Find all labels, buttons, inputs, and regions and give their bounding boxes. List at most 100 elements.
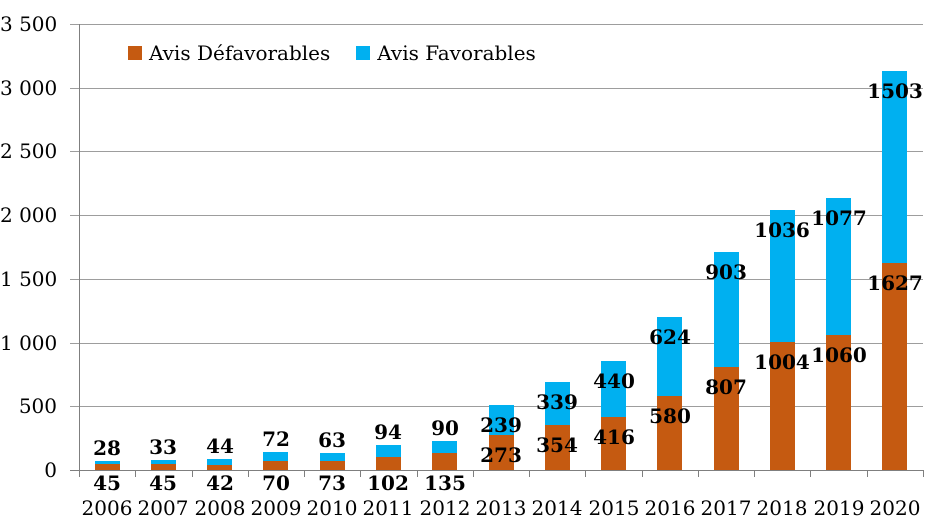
y-axis-tick-label: 2 500	[0, 139, 58, 163]
x-axis-tick	[473, 470, 474, 477]
y-axis-tick-label: 2 000	[0, 203, 58, 227]
bar-segment-favorables-2009[interactable]	[263, 451, 288, 462]
legend-item-avis-defavorables[interactable]: Avis Défavorables	[128, 42, 330, 64]
legend-swatch-defavorables	[128, 46, 142, 60]
gridline	[70, 279, 923, 280]
x-axis-category-label-2010: 2010	[306, 496, 358, 520]
data-label-favorables-2016: 624	[649, 324, 691, 349]
data-label-defavorables-2009: 70	[262, 471, 290, 495]
bar-segment-favorables-2006[interactable]	[95, 460, 120, 465]
bar-segment-defavorables-2017[interactable]	[714, 367, 739, 470]
x-axis-tick	[585, 470, 586, 477]
data-label-favorables-2013: 239	[480, 412, 522, 437]
legend-label-defavorables: Avis Défavorables	[149, 41, 331, 65]
bar-segment-defavorables-2014[interactable]	[545, 424, 570, 470]
x-axis-tick	[754, 470, 755, 477]
gridline	[70, 215, 923, 216]
x-axis-category-label-2014: 2014	[531, 496, 583, 520]
bar-segment-defavorables-2011[interactable]	[376, 457, 401, 470]
data-label-favorables-2007: 33	[149, 435, 177, 460]
gridline	[70, 343, 923, 344]
bar-segment-favorables-2007[interactable]	[151, 460, 176, 465]
bar-segment-defavorables-2007[interactable]	[151, 464, 176, 470]
bar-segment-favorables-2020[interactable]	[882, 71, 907, 263]
x-axis-category-label-2011: 2011	[362, 496, 414, 520]
data-label-favorables-2014: 339	[536, 389, 578, 414]
y-axis-tick-label: 1 500	[0, 267, 58, 291]
x-axis-category-label-2017: 2017	[700, 496, 752, 520]
gridline	[70, 151, 923, 152]
bar-segment-favorables-2018[interactable]	[770, 210, 795, 342]
data-label-defavorables-2012: 135	[424, 471, 466, 495]
bar-segment-defavorables-2013[interactable]	[489, 435, 514, 470]
x-axis-tick	[923, 470, 924, 477]
bar-segment-favorables-2017[interactable]	[714, 252, 739, 368]
data-label-defavorables-2013: 273	[480, 443, 522, 468]
x-axis-category-label-2008: 2008	[194, 496, 246, 520]
data-label-favorables-2011: 94	[374, 420, 402, 444]
x-axis-category-label-2009: 2009	[250, 496, 302, 520]
x-axis-category-label-2013: 2013	[475, 496, 527, 520]
data-label-favorables-2020: 1503	[867, 79, 923, 104]
bar-segment-defavorables-2010[interactable]	[320, 460, 345, 470]
bar-segment-favorables-2010[interactable]	[320, 452, 345, 461]
data-label-defavorables-2020: 1627	[867, 270, 923, 295]
bar-segment-defavorables-2009[interactable]	[263, 461, 288, 470]
x-axis-category-label-2006: 2006	[81, 496, 133, 520]
bar-segment-favorables-2008[interactable]	[207, 459, 232, 465]
legend-swatch-favorables	[356, 46, 371, 60]
legend-item-avis-favorables[interactable]: Avis Favorables	[356, 42, 536, 64]
data-label-defavorables-2016: 580	[649, 404, 691, 429]
bar-segment-favorables-2015[interactable]	[601, 360, 626, 417]
chart-legend: Avis Défavorables Avis Favorables	[128, 42, 536, 64]
x-axis-category-label-2020: 2020	[869, 496, 921, 520]
x-axis-tick	[79, 470, 80, 477]
data-label-favorables-2015: 440	[593, 368, 635, 393]
x-axis-tick	[698, 470, 699, 477]
x-axis-category-label-2012: 2012	[419, 496, 471, 520]
x-axis-category-label-2016: 2016	[644, 496, 696, 520]
data-label-favorables-2012: 90	[431, 416, 459, 441]
data-label-favorables-2017: 903	[705, 260, 747, 285]
bar-segment-favorables-2016[interactable]	[657, 316, 682, 397]
bar-segment-favorables-2019[interactable]	[826, 197, 851, 335]
x-axis-category-label-2015: 2015	[588, 496, 640, 520]
y-axis-line	[79, 24, 80, 477]
y-axis-tick-label: 1 000	[0, 331, 58, 355]
bar-segment-defavorables-2008[interactable]	[207, 464, 232, 470]
x-axis-tick	[248, 470, 249, 477]
data-label-favorables-2008: 44	[206, 434, 234, 458]
data-label-defavorables-2019: 1060	[811, 342, 867, 367]
data-label-favorables-2010: 63	[318, 427, 346, 452]
bar-segment-defavorables-2015[interactable]	[601, 417, 626, 470]
x-axis-tick	[135, 470, 136, 477]
gridline	[70, 88, 923, 89]
x-axis-category-label-2007: 2007	[137, 496, 189, 520]
gridline	[70, 24, 923, 25]
bar-segment-favorables-2013[interactable]	[489, 404, 514, 436]
bar-segment-defavorables-2006[interactable]	[95, 464, 120, 470]
bar-segment-favorables-2012[interactable]	[432, 441, 457, 453]
bar-segment-defavorables-2016[interactable]	[657, 396, 682, 470]
x-axis-line	[70, 470, 923, 471]
data-label-favorables-2018: 1036	[754, 218, 810, 242]
x-axis-category-label-2018: 2018	[756, 496, 808, 520]
x-axis-tick	[360, 470, 361, 477]
y-axis-tick-label: 0	[44, 458, 57, 482]
bar-segment-defavorables-2019[interactable]	[826, 334, 851, 470]
bar-segment-defavorables-2020[interactable]	[882, 262, 907, 470]
x-axis-tick	[867, 470, 868, 477]
data-label-defavorables-2014: 354	[536, 432, 578, 457]
data-label-defavorables-2006: 45	[93, 471, 121, 495]
bar-segment-defavorables-2012[interactable]	[432, 452, 457, 470]
bar-segment-favorables-2011[interactable]	[376, 445, 401, 457]
y-axis-tick-label: 500	[18, 394, 57, 418]
x-axis-tick	[810, 470, 811, 477]
data-label-defavorables-2007: 45	[149, 471, 177, 495]
bar-segment-defavorables-2018[interactable]	[770, 342, 795, 470]
data-label-favorables-2019: 1077	[811, 205, 867, 230]
bar-segment-favorables-2014[interactable]	[545, 381, 570, 425]
data-label-favorables-2009: 72	[262, 426, 290, 451]
data-label-defavorables-2017: 807	[705, 375, 747, 400]
